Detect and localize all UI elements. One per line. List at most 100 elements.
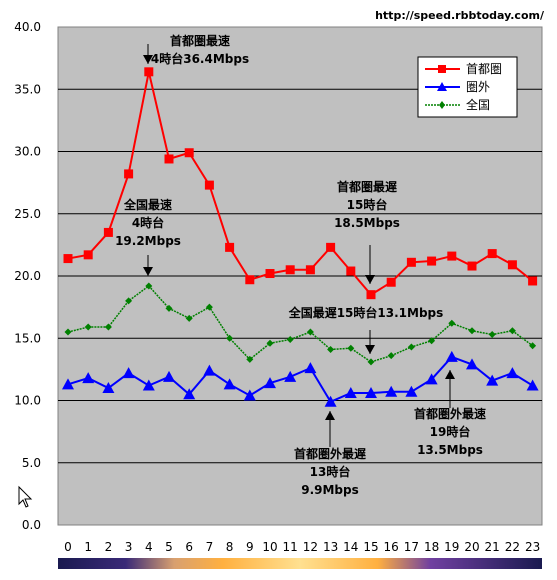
y-tick-label-8: 40.0 bbox=[14, 20, 41, 34]
annotation-4: 首都圏外最遅 13時台 9.9Mbps bbox=[294, 411, 366, 497]
annotation-3-line-0: 全国最遅15時台13.1Mbps bbox=[288, 305, 444, 320]
point-0-15 bbox=[366, 290, 376, 300]
point-2-2 bbox=[104, 323, 112, 331]
legend: 首都圏 圏外 全国 bbox=[417, 56, 518, 118]
point-2-0 bbox=[64, 328, 72, 336]
x-tick-label-6: 6 bbox=[185, 540, 193, 554]
source-url: http://speed.rbbtoday.com/ bbox=[375, 9, 545, 22]
point-2-21 bbox=[488, 331, 496, 339]
point-0-19 bbox=[447, 251, 457, 261]
point-2-16 bbox=[387, 352, 395, 360]
point-0-22 bbox=[507, 260, 517, 270]
annotation-5-line-0: 首都圏外最速 bbox=[414, 406, 486, 421]
x-tick-label-7: 7 bbox=[206, 540, 214, 554]
point-2-12 bbox=[306, 328, 314, 336]
point-1-18 bbox=[425, 373, 438, 385]
point-2-10 bbox=[266, 339, 274, 347]
point-0-16 bbox=[386, 277, 396, 287]
x-tick-label-20: 20 bbox=[464, 540, 479, 554]
legend-label-outside: 圏外 bbox=[466, 80, 490, 94]
point-1-17 bbox=[405, 385, 418, 397]
point-1-11 bbox=[284, 370, 297, 382]
y-tick-label-0: 0.0 bbox=[22, 518, 41, 532]
y-tick-label-2: 10.0 bbox=[14, 394, 41, 408]
x-tick-label-5: 5 bbox=[165, 540, 173, 554]
annotation-1-arrow-head bbox=[143, 267, 153, 276]
point-2-7 bbox=[205, 303, 213, 311]
point-0-20 bbox=[467, 261, 477, 271]
x-tick-label-19: 19 bbox=[444, 540, 459, 554]
x-tick-label-8: 8 bbox=[226, 540, 234, 554]
point-2-23 bbox=[529, 342, 537, 350]
point-0-8 bbox=[225, 242, 235, 252]
annotation-4-line-0: 首都圏外最遅 bbox=[294, 446, 366, 461]
annotation-5-arrow-head bbox=[445, 370, 455, 379]
point-1-21 bbox=[486, 374, 499, 386]
x-tick-label-23: 23 bbox=[525, 540, 540, 554]
legend-marker-metro bbox=[438, 65, 446, 73]
point-0-3 bbox=[124, 169, 134, 179]
x-tick-label-16: 16 bbox=[384, 540, 399, 554]
x-tick-label-14: 14 bbox=[343, 540, 358, 554]
annotation-5-line-2: 13.5Mbps bbox=[417, 443, 483, 457]
point-2-11 bbox=[286, 335, 294, 343]
time-of-day-bar bbox=[58, 558, 542, 569]
annotation-2-line-0: 首都圏最遅 bbox=[337, 179, 397, 194]
y-tick-label-7: 35.0 bbox=[14, 82, 41, 96]
point-0-11 bbox=[285, 265, 295, 275]
x-tick-label-0: 0 bbox=[64, 540, 72, 554]
annotation-1: 全国最速 4時台 19.2Mbps bbox=[115, 197, 181, 276]
point-1-9 bbox=[243, 389, 256, 401]
x-tick-label-3: 3 bbox=[125, 540, 133, 554]
mouse-cursor-icon bbox=[18, 485, 33, 508]
x-tick-label-2: 2 bbox=[105, 540, 113, 554]
y-tick-label-6: 30.0 bbox=[14, 145, 41, 159]
point-0-1 bbox=[83, 250, 93, 260]
point-2-14 bbox=[347, 344, 355, 352]
x-axis-ticks: 0 1 2 3 4 5 6 7 8 9 10 11 12 13 14 15 16 17 18 19 20 21 22 23 bbox=[64, 540, 540, 554]
point-2-3 bbox=[125, 297, 133, 305]
point-0-21 bbox=[487, 249, 497, 259]
point-1-1 bbox=[82, 372, 95, 384]
point-1-7 bbox=[203, 364, 216, 376]
annotation-0-line-1: 4時台36.4Mbps bbox=[151, 51, 249, 66]
y-tick-label-4: 20.0 bbox=[14, 269, 41, 283]
annotation-2-arrow-head bbox=[365, 275, 375, 284]
point-1-15 bbox=[365, 387, 377, 399]
point-1-23 bbox=[526, 379, 539, 391]
point-1-4 bbox=[142, 379, 155, 391]
series-line-2 bbox=[67, 284, 534, 363]
point-1-0 bbox=[62, 378, 74, 390]
legend-label-national: 全国 bbox=[466, 97, 490, 112]
annotation-5: 首都圏外最速 19時台 13.5Mbps bbox=[414, 370, 486, 457]
point-1-5 bbox=[163, 370, 175, 382]
point-0-4 bbox=[144, 67, 154, 77]
x-tick-label-18: 18 bbox=[424, 540, 439, 554]
point-0-18 bbox=[427, 256, 437, 266]
legend-marker-outside bbox=[437, 82, 447, 91]
annotation-2-line-2: 18.5Mbps bbox=[334, 216, 400, 230]
annotation-3: 全国最遅15時台13.1Mbps bbox=[288, 305, 444, 354]
point-0-6 bbox=[184, 148, 194, 158]
annotation-layer: 首都圏最速 4時台36.4Mbps 全国最速 4時台 19.2Mbps 首都圏最遅 15時台… bbox=[115, 33, 486, 497]
point-1-10 bbox=[264, 377, 276, 389]
x-tick-label-11: 11 bbox=[283, 540, 298, 554]
series-layer bbox=[62, 67, 539, 407]
x-tick-label-17: 17 bbox=[404, 540, 419, 554]
point-1-13 bbox=[324, 395, 337, 407]
point-2-18 bbox=[428, 337, 436, 345]
y-tick-label-3: 15.0 bbox=[14, 331, 41, 345]
annotation-5-line-1: 19時台 bbox=[430, 424, 471, 439]
y-tick-label-5: 25.0 bbox=[14, 207, 41, 221]
point-2-15 bbox=[367, 358, 375, 366]
point-0-5 bbox=[164, 154, 174, 164]
point-2-20 bbox=[468, 327, 476, 335]
x-tick-label-9: 9 bbox=[246, 540, 254, 554]
point-0-0 bbox=[63, 254, 73, 264]
point-1-6 bbox=[183, 388, 196, 400]
point-2-8 bbox=[226, 334, 234, 342]
annotation-4-line-2: 9.9Mbps bbox=[301, 483, 359, 497]
point-0-13 bbox=[326, 242, 336, 252]
x-tick-label-15: 15 bbox=[363, 540, 378, 554]
